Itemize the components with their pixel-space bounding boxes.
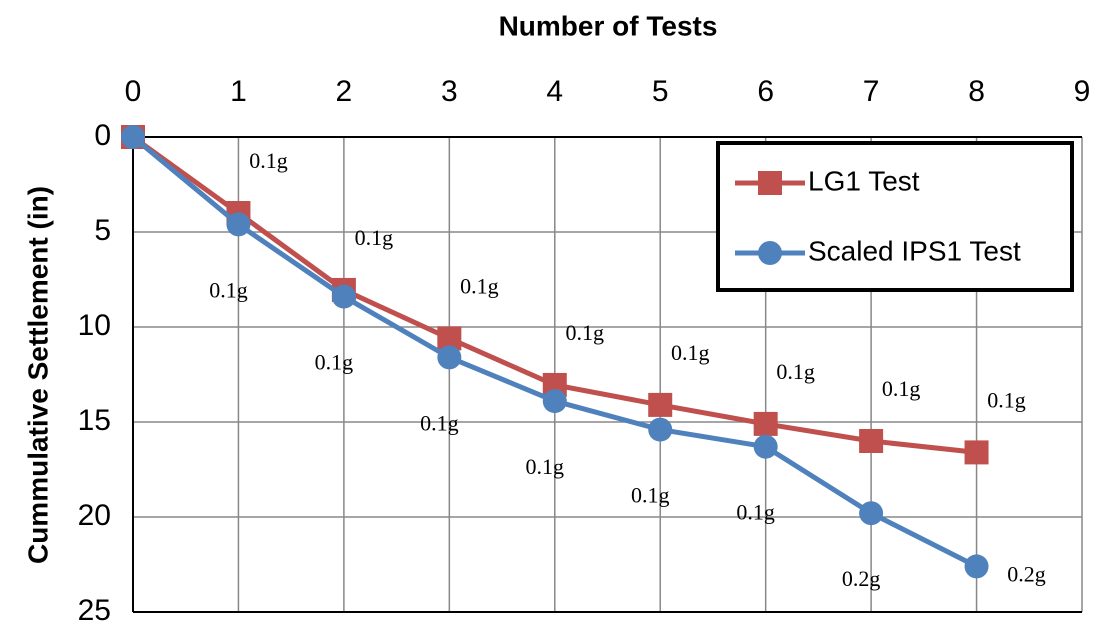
x-tick-label: 7 — [863, 75, 880, 108]
marker — [226, 212, 251, 237]
marker — [964, 440, 989, 465]
x-tick-label: 3 — [441, 75, 458, 108]
x-tick-label: 8 — [968, 75, 985, 108]
x-tick-label: 0 — [125, 75, 142, 108]
point-label: 0.1g — [671, 340, 710, 365]
x-tick-label: 4 — [546, 75, 563, 108]
marker — [753, 411, 778, 436]
x-tick-label: 9 — [1074, 75, 1091, 108]
point-label: 0.1g — [420, 410, 459, 435]
point-label: 0.2g — [842, 566, 881, 591]
point-label: 0.1g — [355, 225, 394, 250]
x-tick-label: 5 — [652, 75, 669, 108]
point-label: 0.1g — [987, 387, 1026, 412]
marker — [648, 392, 673, 417]
marker — [437, 345, 462, 370]
y-axis-title: Cummulative Settlement (in) — [22, 186, 53, 564]
marker — [648, 417, 673, 442]
y-tick-label: 25 — [78, 594, 111, 627]
point-label: 0.1g — [776, 359, 815, 384]
marker — [753, 434, 778, 459]
y-tick-label: 15 — [78, 404, 111, 437]
point-label: 0.1g — [631, 483, 670, 508]
marker — [964, 554, 989, 579]
marker — [331, 284, 356, 309]
y-tick-label: 10 — [78, 309, 111, 342]
legend: LG1 Test Scaled IPS1 Test — [716, 141, 1074, 292]
point-label: 0.1g — [249, 148, 288, 173]
x-tick-label: 6 — [757, 75, 774, 108]
point-label: 0.1g — [882, 376, 921, 401]
legend-label: LG1 Test — [808, 165, 920, 196]
x-tick-label: 1 — [230, 75, 247, 108]
point-label: 0.1g — [566, 320, 605, 345]
marker — [859, 501, 884, 526]
x-tick-label: 2 — [336, 75, 353, 108]
legend-label: Scaled IPS1 Test — [808, 235, 1021, 266]
y-tick-label: 20 — [78, 499, 111, 532]
marker — [121, 125, 145, 149]
legend-marker — [758, 171, 782, 195]
point-label: 0.1g — [460, 273, 499, 298]
point-label: 0.1g — [526, 454, 565, 479]
point-label: 0.2g — [1007, 561, 1046, 586]
x-axis-title: Number of Tests — [499, 10, 718, 41]
point-label: 0.1g — [209, 277, 248, 302]
point-label: 0.1g — [315, 350, 354, 375]
marker — [859, 429, 884, 453]
point-label: 0.1g — [736, 500, 775, 525]
marker — [542, 389, 567, 414]
legend-marker — [758, 241, 782, 265]
legend-box — [716, 141, 1074, 292]
y-tick-label: 5 — [94, 214, 111, 247]
y-tick-label: 0 — [94, 119, 111, 152]
